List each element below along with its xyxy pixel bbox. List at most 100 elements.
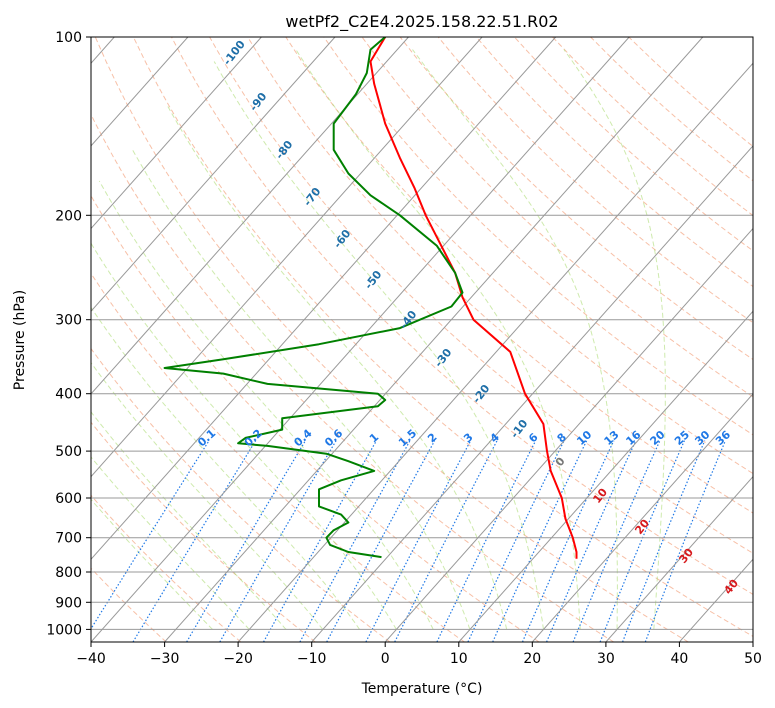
dry-adiabat-line <box>285 37 753 475</box>
y-tick-label: 200 <box>55 208 82 224</box>
mixing-ratio-label: 0.4 <box>291 426 314 449</box>
y-axis-label: Pressure (hPa) <box>12 290 28 390</box>
skewed-isotherm-line <box>91 37 483 478</box>
x-tick-label: −30 <box>150 651 180 667</box>
y-tick-label: 600 <box>55 491 82 507</box>
moist-adiabat-line <box>91 456 250 630</box>
mixing-ratio-line <box>622 440 706 642</box>
dry-adiabat-label: -20 <box>470 382 493 406</box>
dry-adiabat-line <box>91 272 465 642</box>
x-tick-label: 0 <box>381 651 390 667</box>
x-axis-label: Temperature (°C) <box>361 681 483 697</box>
dry-adiabat-label: -100 <box>221 38 248 68</box>
mixing-ratio-label: 1 <box>367 431 381 446</box>
moist-adiabat-line <box>295 49 581 630</box>
mixing-ratio-label: 13 <box>602 428 622 448</box>
mixing-ratio-line <box>394 440 498 642</box>
mixing-ratio-line <box>572 440 661 642</box>
moist-adiabat-line <box>91 411 287 630</box>
mixing-ratio-line <box>644 440 726 642</box>
skewed-isotherm-line <box>91 37 409 395</box>
dry-adiabat-line <box>91 347 391 642</box>
mixing-ratio-line <box>599 440 685 642</box>
y-tick-label: 700 <box>55 531 82 547</box>
dry-adiabat-line <box>170 37 753 595</box>
moist-adiabat-line <box>563 49 666 630</box>
mixing-ratio-label: 36 <box>713 428 733 448</box>
mixing-ratio-line <box>299 440 411 642</box>
mixing-ratio-line <box>326 440 436 642</box>
y-tick-label: 800 <box>55 565 82 581</box>
mixing-ratio-line <box>262 440 378 642</box>
moist-adiabat-line <box>91 242 397 630</box>
x-tick-label: −10 <box>297 651 327 667</box>
dry-adiabat-label: -70 <box>301 185 324 209</box>
dry-adiabat-line <box>323 37 753 436</box>
y-tick-label: 500 <box>55 444 82 460</box>
mixing-ratio-label: 6 <box>526 430 541 445</box>
mixing-ratio-line <box>546 440 637 642</box>
dry-adiabat-label: 20 <box>632 517 652 537</box>
dry-adiabat-label: -50 <box>362 268 385 292</box>
temperature-profile-line <box>369 37 578 559</box>
x-tick-label: −20 <box>223 651 253 667</box>
mixing-ratio-label: 25 <box>672 428 692 448</box>
mixing-ratio-line <box>132 440 257 642</box>
dry-adiabat-label: -60 <box>331 227 354 251</box>
mixing-ratio-label: 2 <box>425 431 439 446</box>
mixing-ratio-line <box>521 440 615 642</box>
mixing-ratio-label: 0.6 <box>322 426 345 449</box>
skewed-isotherm-line <box>384 227 753 642</box>
dry-adiabat-label: 40 <box>721 577 741 597</box>
skewed-isotherm-line <box>458 310 753 642</box>
moist-adiabat-line <box>91 498 213 630</box>
mixing-ratio-line <box>219 440 337 642</box>
dry-adiabat-label: -30 <box>432 346 455 370</box>
dry-adiabat-line <box>513 37 753 252</box>
y-tick-label: 100 <box>55 30 82 46</box>
moist-adiabat-line <box>132 149 471 630</box>
dry-adiabat-line <box>247 37 753 514</box>
x-tick-label: −40 <box>76 651 106 667</box>
mixing-ratio-label: 3 <box>461 431 475 446</box>
mixing-ratio-line <box>436 440 537 642</box>
mixing-ratio-line <box>186 440 306 642</box>
mixing-ratio-line <box>365 440 472 642</box>
skewed-isotherm-line <box>679 558 753 642</box>
mixing-ratio-label: 10 <box>574 428 594 448</box>
mixing-ratio-line <box>91 440 210 630</box>
moist-adiabat-line <box>213 61 544 630</box>
x-tick-label: 40 <box>670 651 688 667</box>
dry-adiabat-line <box>91 421 316 642</box>
x-tick-label: 20 <box>523 651 541 667</box>
dry-adiabat-line <box>132 37 753 637</box>
moist-adiabat-line <box>166 104 508 630</box>
skewed-isotherm-line <box>531 393 753 642</box>
chart-title: wetPf2_C2E4.2025.158.22.51.R02 <box>285 12 558 32</box>
skewed-isotherm-line <box>91 37 557 561</box>
mixing-ratio-label: 8 <box>555 431 569 446</box>
dry-adiabat-line <box>94 37 689 642</box>
plot-frame <box>90 36 754 643</box>
mixing-ratio-label: 1.5 <box>396 427 419 450</box>
dry-adiabat-line <box>627 37 753 148</box>
skewed-isotherm-line <box>91 37 336 313</box>
plot-area <box>91 37 753 642</box>
y-tick-label: 400 <box>55 387 82 403</box>
x-tick-label: 30 <box>597 651 615 667</box>
x-tick-label: 50 <box>744 651 762 667</box>
skewed-isotherm-line <box>91 37 630 642</box>
dry-adiabat-line <box>209 37 753 554</box>
y-tick-label: 300 <box>55 313 82 329</box>
dry-adiabat-line <box>91 494 242 642</box>
x-tick-label: 10 <box>450 651 468 667</box>
dry-adiabat-line <box>437 37 753 324</box>
skewed-isotherm-line <box>164 37 704 642</box>
y-tick-label: 900 <box>55 595 82 611</box>
moist-adiabat-line <box>412 49 618 630</box>
dry-adiabat-label: 30 <box>676 546 696 566</box>
moist-adiabat-line <box>98 180 434 630</box>
skewed-isotherm-line <box>752 641 753 642</box>
dry-adiabat-label: 0 <box>553 455 568 469</box>
